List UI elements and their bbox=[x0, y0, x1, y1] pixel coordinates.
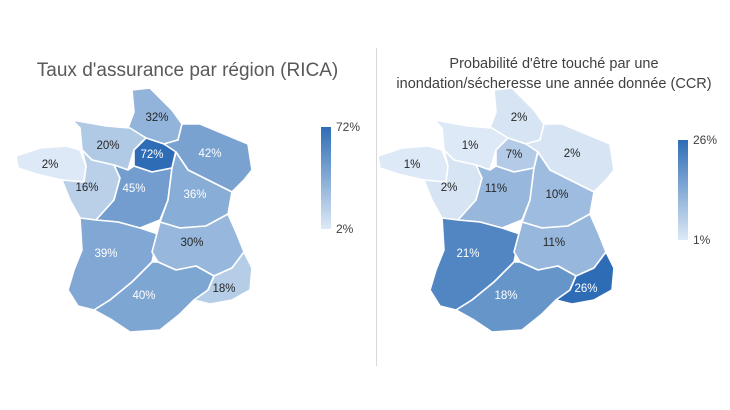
france-map-ccr: 2% 1% 7% 2% 1% 2% 11% 10% 21% 11% 18% 26% bbox=[377, 87, 615, 333]
data-label-occitanie: 40% bbox=[132, 290, 155, 302]
data-label-grand-est: 42% bbox=[198, 148, 221, 160]
data-label-normandie: 1% bbox=[462, 140, 479, 152]
legend-max-label-ccr: 26% bbox=[693, 133, 718, 147]
chart-title-rica: Taux d'assurance par région (RICA) bbox=[36, 60, 339, 81]
data-label-centre-val-de-loire: 11% bbox=[485, 183, 507, 195]
chart-title-ccr-line1: Probabilité d'être touché par une bbox=[449, 56, 659, 72]
legend-min-label-rica: 2% bbox=[336, 222, 354, 236]
data-label-bretagne: 2% bbox=[42, 159, 59, 171]
data-label-bourgogne-franche-comte: 10% bbox=[545, 189, 568, 201]
region-occitanie bbox=[455, 261, 577, 333]
legend-color-scale-ccr bbox=[678, 140, 688, 240]
france-map-rica: 32% 20% 72% 42% 2% 16% 45% 36% 39% 30% 40% 18% bbox=[15, 87, 253, 333]
data-label-ile-de-france: 7% bbox=[506, 149, 523, 161]
map-panel-ccr: Probabilité d'être touché par une inonda… bbox=[377, 0, 730, 410]
data-label-pays-de-la-loire: 2% bbox=[441, 182, 458, 194]
region-provence-alpes-cote-dazur bbox=[555, 251, 615, 305]
legend-color-scale-rica bbox=[321, 127, 331, 229]
region-provence-alpes-cote-dazur bbox=[193, 251, 253, 305]
region-occitanie bbox=[93, 261, 215, 333]
chart-title-ccr-line2: inondation/sécheresse une année donnée (… bbox=[396, 76, 712, 92]
map-panel-rica: Taux d'assurance par région (RICA) 32% 20… bbox=[15, 60, 361, 333]
data-label-auvergne-rhone-alpes: 30% bbox=[180, 237, 203, 249]
legend-min-label-ccr: 1% bbox=[693, 233, 711, 247]
data-label-provence-alpes-cote-dazur: 26% bbox=[574, 283, 597, 295]
data-label-nouvelle-aquitaine: 21% bbox=[456, 248, 479, 260]
data-label-bourgogne-franche-comte: 36% bbox=[183, 189, 206, 201]
data-label-grand-est: 2% bbox=[564, 148, 581, 160]
legend-max-label-rica: 72% bbox=[336, 120, 361, 134]
data-label-centre-val-de-loire: 45% bbox=[122, 183, 145, 195]
data-label-pays-de-la-loire: 16% bbox=[75, 182, 98, 194]
data-label-nouvelle-aquitaine: 39% bbox=[94, 248, 117, 260]
data-label-auvergne-rhone-alpes: 11% bbox=[543, 237, 565, 249]
data-label-normandie: 20% bbox=[96, 140, 119, 152]
data-label-ile-de-france: 72% bbox=[140, 149, 163, 161]
data-label-bretagne: 1% bbox=[404, 159, 421, 171]
data-label-provence-alpes-cote-dazur: 18% bbox=[212, 283, 235, 295]
data-label-hauts-de-france: 32% bbox=[145, 112, 168, 124]
data-label-hauts-de-france: 2% bbox=[511, 112, 528, 124]
panel-divider bbox=[376, 48, 377, 366]
data-label-occitanie: 18% bbox=[494, 290, 517, 302]
